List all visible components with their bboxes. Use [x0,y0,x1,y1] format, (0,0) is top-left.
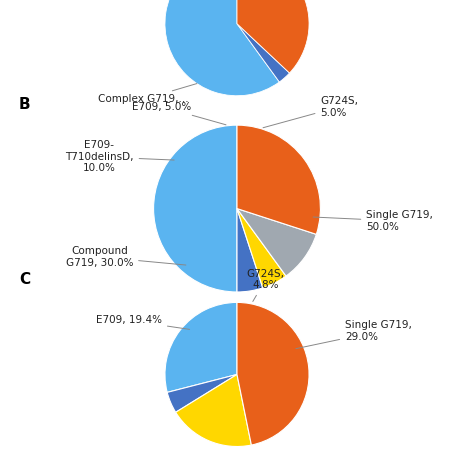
Wedge shape [167,374,237,412]
Wedge shape [237,302,309,445]
Wedge shape [165,302,237,392]
Text: Complex G719,...: Complex G719,... [98,83,197,104]
Wedge shape [237,209,286,288]
Text: G724S,
5.0%: G724S, 5.0% [263,96,358,128]
Wedge shape [237,209,316,276]
Text: C: C [19,273,30,287]
Wedge shape [176,374,251,447]
Text: Single G719,
29.0%: Single G719, 29.0% [296,320,412,349]
Wedge shape [237,24,290,82]
Wedge shape [237,0,309,73]
Wedge shape [237,209,263,292]
Text: E709, 5.0%: E709, 5.0% [132,102,226,125]
Text: B: B [19,97,31,112]
Wedge shape [165,0,279,96]
Text: E709, 19.4%: E709, 19.4% [96,315,190,329]
Wedge shape [237,125,320,234]
Text: E709-
T710deIinsD,
10.0%: E709- T710deIinsD, 10.0% [65,140,174,173]
Text: Compound
G719, 30.0%: Compound G719, 30.0% [65,246,186,268]
Wedge shape [154,125,237,292]
Text: Single G719,
50.0%: Single G719, 50.0% [313,210,433,232]
Text: G724S,
4.8%: G724S, 4.8% [247,269,285,301]
